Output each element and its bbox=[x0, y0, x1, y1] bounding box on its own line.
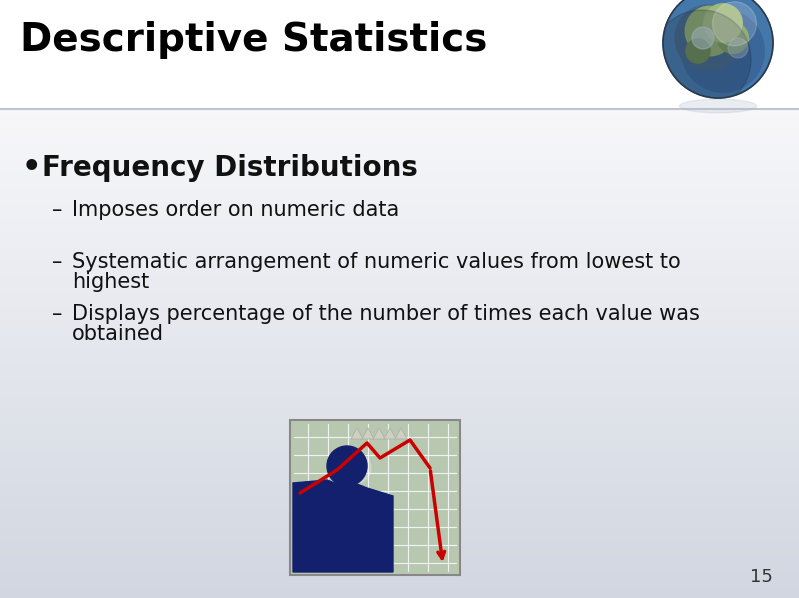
Polygon shape bbox=[362, 428, 374, 439]
Text: Frequency Distributions: Frequency Distributions bbox=[42, 154, 418, 182]
Circle shape bbox=[718, 23, 749, 53]
Text: –: – bbox=[52, 200, 69, 220]
Circle shape bbox=[339, 452, 371, 484]
Circle shape bbox=[675, 5, 741, 71]
Circle shape bbox=[692, 27, 714, 49]
Text: Systematic arrangement of numeric values from lowest to: Systematic arrangement of numeric values… bbox=[72, 252, 681, 272]
Circle shape bbox=[682, 10, 765, 92]
Circle shape bbox=[327, 446, 367, 486]
Text: highest: highest bbox=[72, 272, 149, 292]
Polygon shape bbox=[351, 428, 363, 439]
Text: 15: 15 bbox=[750, 568, 773, 586]
Text: –: – bbox=[52, 252, 69, 272]
Ellipse shape bbox=[679, 99, 757, 113]
Circle shape bbox=[728, 38, 748, 58]
Circle shape bbox=[686, 39, 710, 63]
Polygon shape bbox=[373, 428, 385, 439]
Text: Descriptive Statistics: Descriptive Statistics bbox=[20, 21, 487, 59]
Circle shape bbox=[713, 2, 757, 46]
Circle shape bbox=[663, 0, 773, 98]
Polygon shape bbox=[384, 428, 396, 439]
Circle shape bbox=[704, 4, 742, 42]
Text: obtained: obtained bbox=[72, 324, 164, 344]
Polygon shape bbox=[395, 428, 407, 439]
Circle shape bbox=[686, 6, 735, 56]
Text: Displays percentage of the number of times each value was: Displays percentage of the number of tim… bbox=[72, 304, 700, 324]
Text: •: • bbox=[22, 154, 42, 182]
Bar bbox=[0, 0, 799, 109]
Text: –: – bbox=[52, 304, 69, 324]
Bar bbox=[290, 420, 460, 575]
Polygon shape bbox=[293, 480, 393, 572]
Text: Imposes order on numeric data: Imposes order on numeric data bbox=[72, 200, 400, 220]
Circle shape bbox=[652, 10, 751, 109]
